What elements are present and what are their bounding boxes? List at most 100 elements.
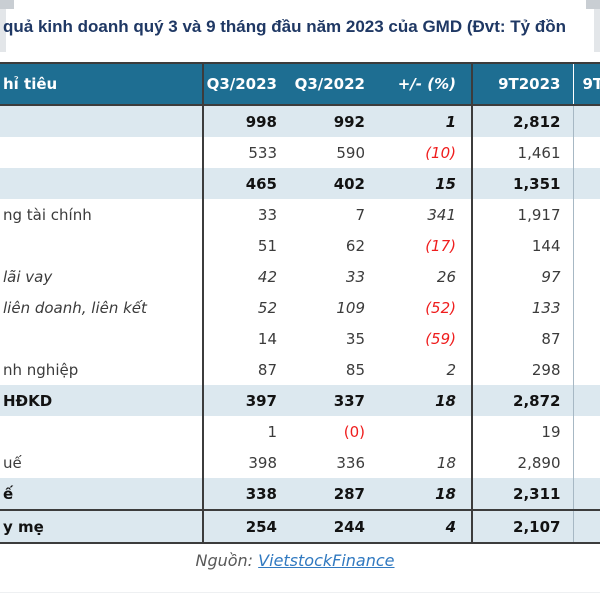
cell-q3-2023: 1	[267, 422, 277, 441]
table-row: ng tài chính 33 7 341 1,917	[0, 199, 600, 230]
cell-t9-2023: 1,351	[472, 168, 574, 199]
cell-filler	[573, 323, 600, 354]
cell-q3-2022: 336	[336, 453, 365, 472]
table-row: 51 62 (17) 144	[0, 230, 600, 261]
cell-pct: (17)	[374, 230, 473, 261]
cell-t9-2023: 19	[472, 416, 574, 447]
cell-t9-2023: 133	[472, 292, 574, 323]
cell-label: HĐKD	[0, 385, 204, 416]
page-edge-artifact	[594, 0, 600, 52]
cell-q3-2022: 33	[345, 267, 365, 286]
cell-filler	[573, 478, 600, 510]
cell-filler	[573, 261, 600, 292]
cell-q3-2023: 998	[203, 105, 286, 137]
cell-filler	[573, 137, 600, 168]
cell-q3-2022: 287	[286, 478, 374, 510]
cell-t9-2023: 144	[472, 230, 574, 261]
cell-filler	[573, 416, 600, 447]
cell-t9-2023: 2,872	[472, 385, 574, 416]
cell-q3-2023: 33	[257, 205, 277, 224]
cell-t9-2023: 2,311	[472, 478, 574, 510]
cell-q3-2023: 14	[257, 329, 277, 348]
cell-t9-2023: 1,461	[472, 137, 574, 168]
cell-q3-2022: 7	[355, 205, 365, 224]
cell-q3-2022: 402	[286, 168, 374, 199]
cell-label	[0, 230, 204, 261]
cell-q3-2023: 42	[257, 267, 277, 286]
header-pct: +/- (%)	[374, 62, 473, 106]
cell-label: nh nghiệp	[0, 354, 204, 385]
cell-q3-2023: 254	[203, 509, 286, 544]
header-9t-2023: 9T2023	[472, 62, 574, 106]
cell-label	[0, 168, 204, 199]
cell-pct: 18	[374, 447, 473, 478]
cell-q3-2022: 244	[286, 509, 374, 544]
table-row: uế 398 336 18 2,890	[0, 447, 600, 478]
page-bottom-rule	[0, 592, 600, 593]
cell-label: uế	[0, 447, 204, 478]
header-9t-2022: 9T	[573, 62, 600, 106]
results-table: hỉ tiêu Q3/2023 Q3/2022 +/- (%) 9T2023 9…	[0, 62, 600, 544]
cell-label: y mẹ	[0, 509, 204, 544]
page-corner-artifact	[586, 0, 600, 9]
table-row: nh nghiệp 87 85 2 298	[0, 354, 600, 385]
cell-pct: 1	[374, 105, 473, 137]
page-corner-artifact	[0, 0, 14, 9]
table-row: liên doanh, liên kết 52 109 (52) 133	[0, 292, 600, 323]
cell-pct: (59)	[374, 323, 473, 354]
table-body: 998 992 1 2,812 533 590 (10) 1,461 465 402 15 1,351…	[0, 105, 600, 544]
source-line: Nguồn: VietstockFinance	[0, 551, 590, 570]
table-header-row: hỉ tiêu Q3/2023 Q3/2022 +/- (%) 9T2023 9…	[0, 62, 600, 106]
cell-q3-2023: 52	[257, 298, 277, 317]
source-prefix: Nguồn:	[195, 551, 254, 570]
header-label: hỉ tiêu	[0, 62, 204, 106]
cell-pct: 341	[374, 199, 473, 230]
cell-t9-2023: 1,917	[472, 199, 574, 230]
table-row: ế 338 287 18 2,311	[0, 478, 600, 510]
cell-q3-2022: 35	[345, 329, 365, 348]
table-title: quả kinh doanh quý 3 và 9 tháng đầu năm …	[3, 17, 566, 36]
cell-q3-2022: (0)	[343, 422, 365, 441]
table-row: lãi vay 42 33 26 97	[0, 261, 600, 292]
cell-pct: (10)	[374, 137, 473, 168]
cell-filler	[573, 199, 600, 230]
cell-label	[0, 323, 204, 354]
cell-pct: 2	[374, 354, 473, 385]
cell-q3-2022: 337	[286, 385, 374, 416]
cell-filler	[573, 105, 600, 137]
cell-q3-2023: 533	[248, 143, 277, 162]
header-q3-2022: Q3/2022	[286, 62, 374, 106]
cell-filler	[573, 385, 600, 416]
cell-q3-2023: 465	[203, 168, 286, 199]
cell-pct: 26	[374, 261, 473, 292]
table-row: HĐKD 397 337 18 2,872	[0, 385, 600, 416]
cell-pct: 18	[374, 385, 473, 416]
cell-label	[0, 105, 204, 137]
source-link[interactable]: VietstockFinance	[258, 551, 395, 570]
cell-label	[0, 416, 204, 447]
cell-q3-2023: 51	[257, 236, 277, 255]
table-row: 533 590 (10) 1,461	[0, 137, 600, 168]
cell-q3-2023: 398	[248, 453, 277, 472]
cell-pct	[374, 416, 473, 447]
table-row: 14 35 (59) 87	[0, 323, 600, 354]
cell-pct: 18	[374, 478, 473, 510]
cell-label: ng tài chính	[0, 199, 204, 230]
cell-label: liên doanh, liên kết	[0, 292, 204, 323]
header-q3-2023: Q3/2023	[203, 62, 286, 106]
table-row: 1 (0) 19	[0, 416, 600, 447]
table-row: y mẹ 254 244 4 2,107	[0, 509, 600, 544]
cell-pct: 15	[374, 168, 473, 199]
cell-pct: (52)	[374, 292, 473, 323]
cell-filler	[573, 292, 600, 323]
cell-q3-2023: 397	[203, 385, 286, 416]
cell-q3-2022: 85	[345, 360, 365, 379]
cell-t9-2023: 2,107	[472, 509, 574, 544]
cell-label: lãi vay	[0, 261, 204, 292]
page-edge-artifact	[0, 0, 6, 52]
cell-filler	[573, 447, 600, 478]
cell-label: ế	[0, 478, 204, 510]
cell-t9-2023: 2,890	[472, 447, 574, 478]
table-row: 465 402 15 1,351	[0, 168, 600, 199]
cell-q3-2022: 109	[336, 298, 365, 317]
